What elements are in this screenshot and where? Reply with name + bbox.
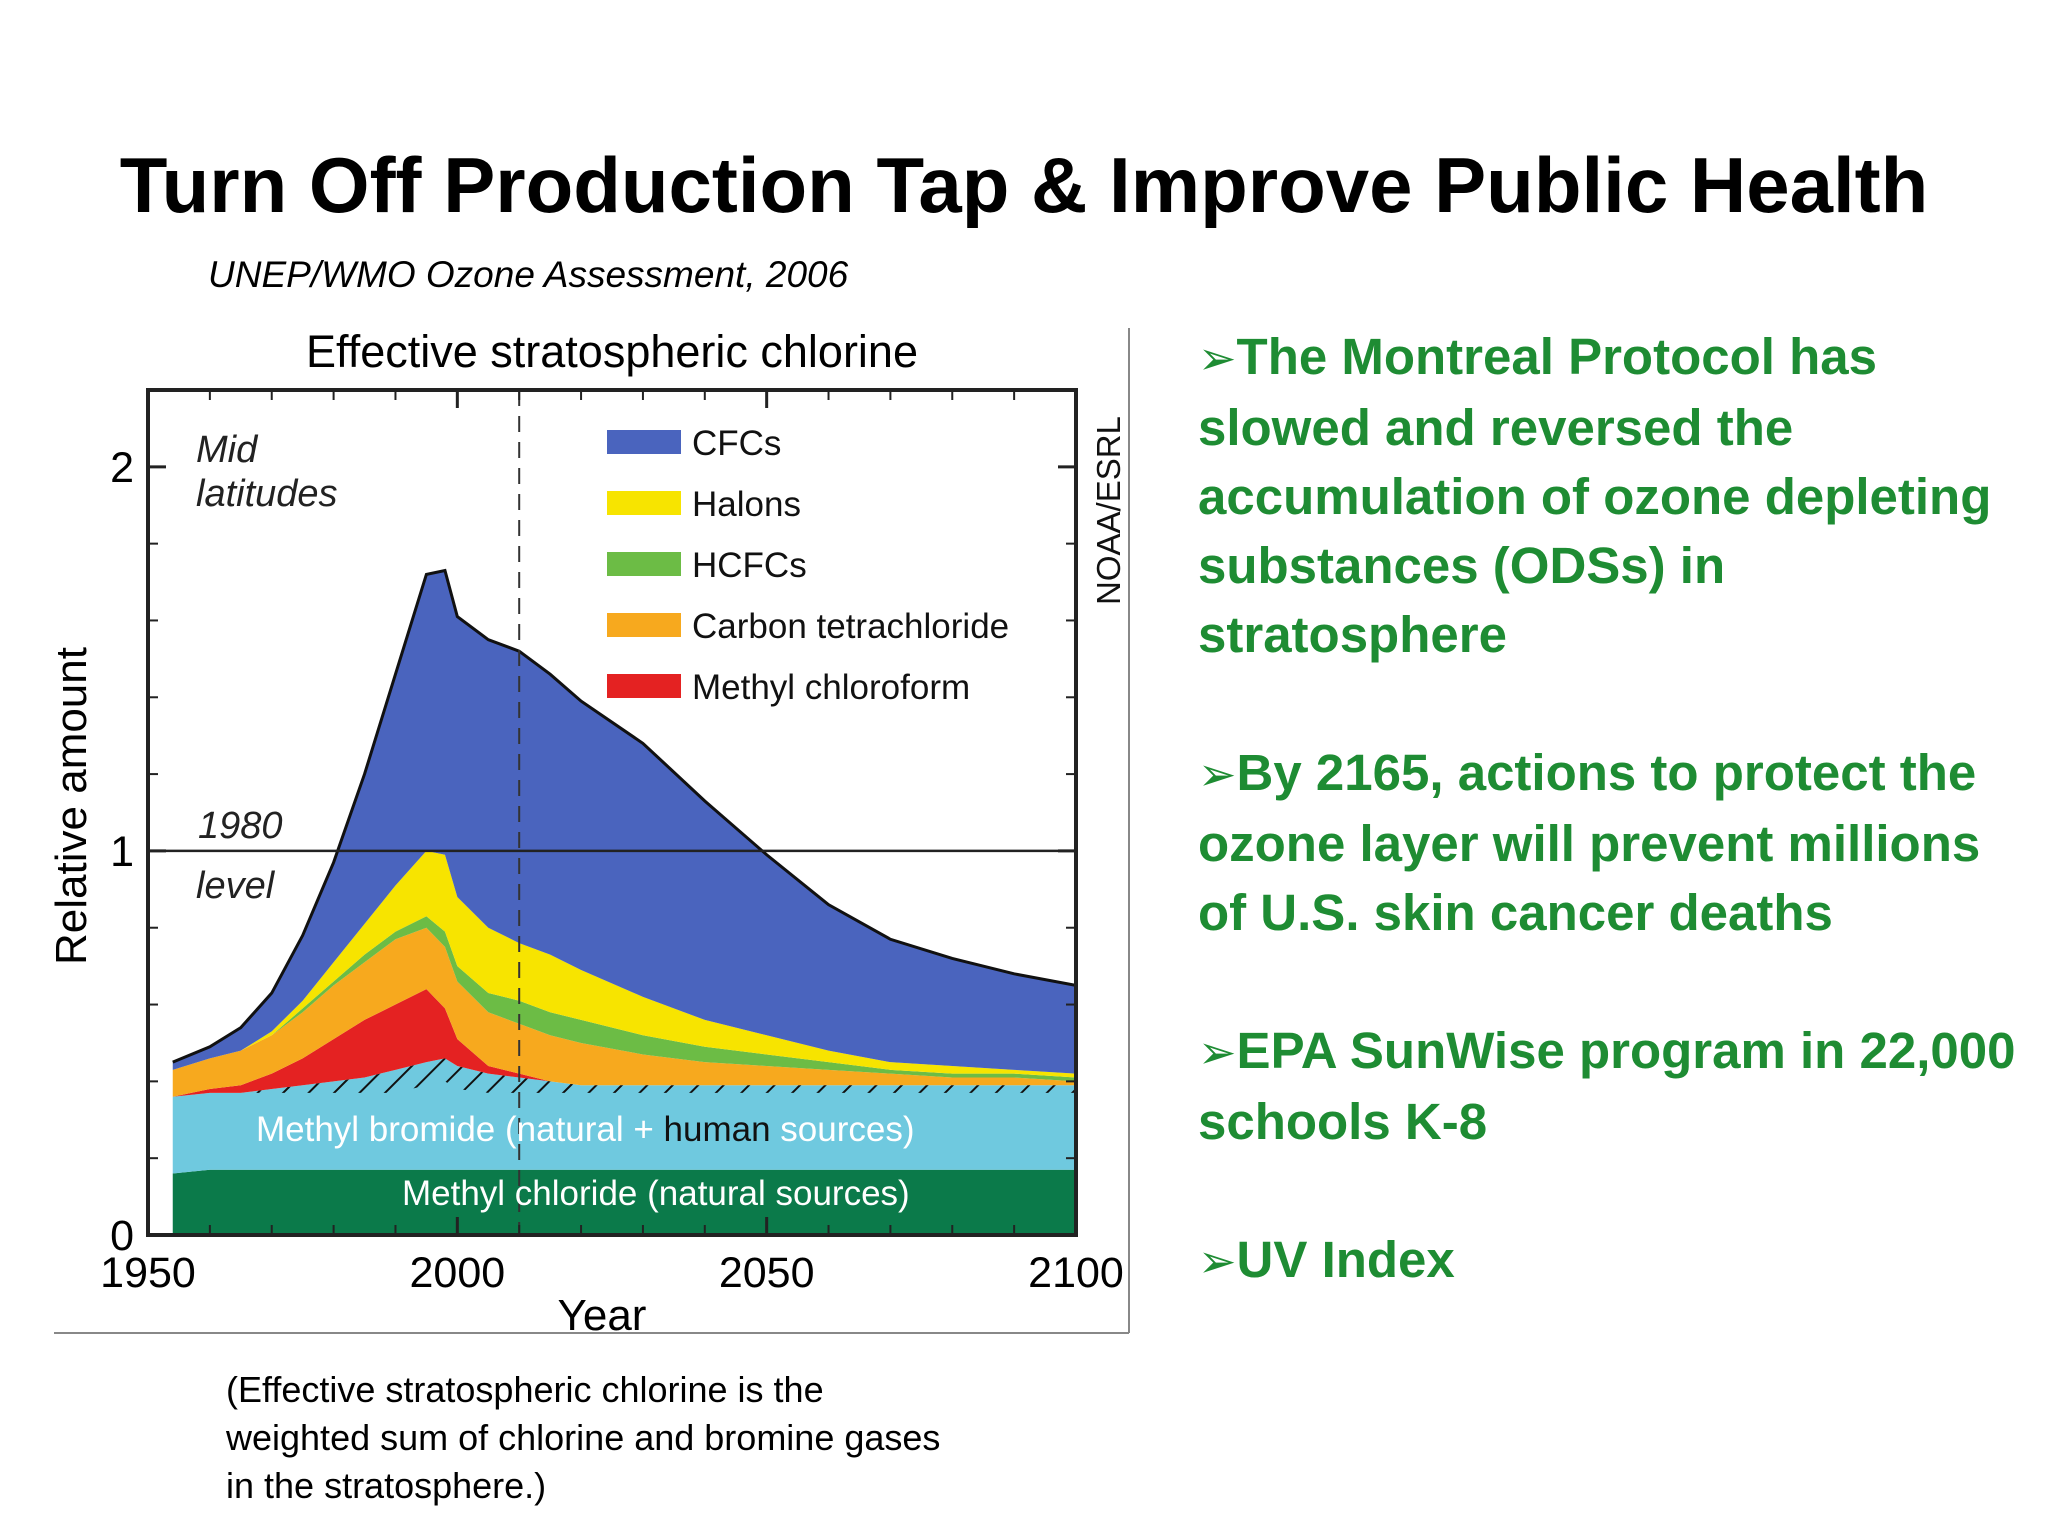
bullet-text: The Montreal Protocol has slowed and rev… <box>1198 328 1992 663</box>
area-halons <box>172 850 1076 1078</box>
band-label-methyl-chloride: Methyl chloride (natural sources) <box>402 1174 910 1213</box>
reference-label-line2: level <box>196 865 276 907</box>
slide-title: Turn Off Production Tap & Improve Public… <box>119 141 1929 229</box>
credit-label: NOAA/ESRL <box>1090 416 1127 605</box>
x-tick-label: 1950 <box>100 1249 196 1297</box>
chart-title: Effective stratospheric chlorine <box>306 326 918 377</box>
legend-label: Halons <box>692 485 801 524</box>
bullet-list: ➢The Montreal Protocol has slowed and re… <box>1198 322 2028 1296</box>
area-hcfcs <box>172 916 1076 1082</box>
y-tick-label: 0 <box>110 1212 134 1260</box>
arrow-bullet-icon: ➢ <box>1198 331 1237 385</box>
x-tick-label: 2100 <box>1028 1249 1124 1297</box>
bullet-text: UV Index <box>1236 1231 1455 1288</box>
chart-annotations <box>148 390 1076 1235</box>
bullet-text: By 2165, actions to protect the ozone la… <box>1198 744 1981 941</box>
legend-label: Methyl chloroform <box>692 668 970 707</box>
total-outline <box>172 568 1076 1064</box>
plot-border <box>146 388 1078 1237</box>
bullet-item: ➢The Montreal Protocol has slowed and re… <box>1198 322 2028 669</box>
legend-label: Carbon tetrachloride <box>692 607 1009 646</box>
arrow-bullet-icon: ➢ <box>1198 1234 1237 1288</box>
legend-swatch-cfcs <box>607 430 681 454</box>
arrow-bullet-icon: ➢ <box>1198 1025 1237 1079</box>
legend-swatch-halons <box>607 491 681 515</box>
bullet-item: ➢By 2165, actions to protect the ozone l… <box>1198 738 2028 947</box>
legend-swatch-carbon-tetrachloride <box>607 613 681 637</box>
bullet-text: EPA SunWise program in 22,000 schools K-… <box>1198 1022 2016 1150</box>
area-methyl-chloroform <box>172 989 1076 1097</box>
bullet-item: ➢UV Index <box>1198 1225 2028 1296</box>
y-tick-label: 1 <box>110 828 134 876</box>
arrow-bullet-icon: ➢ <box>1198 747 1237 801</box>
region-label-line2: latitudes <box>196 473 338 515</box>
area-methyl-chloride <box>172 1169 1076 1235</box>
legend-swatch-methyl-chloroform <box>607 674 681 698</box>
x-tick-label: 2000 <box>409 1249 505 1297</box>
y-tick-label: 2 <box>110 444 134 492</box>
band-label-methyl-bromide: Methyl bromide (natural + human sources) <box>256 1110 915 1149</box>
y-axis-label: Relative amount <box>47 647 96 965</box>
chart-legend: CFCs Halons HCFCs Carbon tetrachloride Methy… <box>607 424 1009 707</box>
source-citation: UNEP/WMO Ozone Assessment, 2006 <box>208 254 849 295</box>
axis-ticks: 1950 2000 2050 2100 0 1 2 <box>100 390 1124 1297</box>
chart-caption: (Effective stratospheric chlorine is the… <box>226 1369 941 1506</box>
plot-area <box>148 390 1076 1235</box>
methyl-bromide-human-hatch <box>172 1058 1076 1097</box>
area-carbon-tetrachloride <box>172 927 1076 1097</box>
legend-swatch-hcfcs <box>607 552 681 576</box>
band-labels: Methyl bromide (natural + human sources)… <box>256 1110 915 1213</box>
x-axis-label: Year <box>558 1291 647 1340</box>
legend-label: CFCs <box>692 424 781 463</box>
x-tick-label: 2050 <box>719 1249 815 1297</box>
reference-label-line1: 1980 <box>198 805 283 847</box>
bullet-item: ➢EPA SunWise program in 22,000 schools K… <box>1198 1016 2028 1156</box>
region-label-line1: Mid <box>196 429 259 471</box>
legend-label: HCFCs <box>692 546 807 585</box>
area-cfcs <box>172 570 1076 1074</box>
